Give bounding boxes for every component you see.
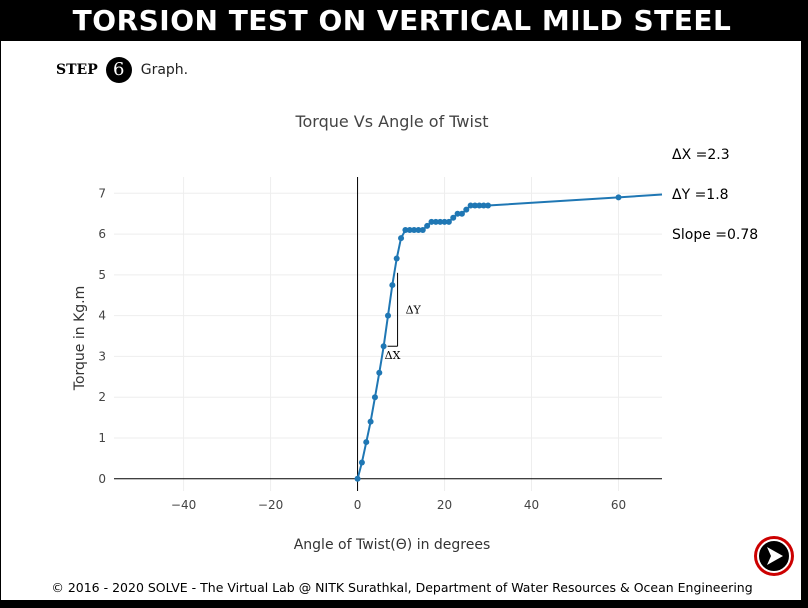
data-point bbox=[411, 227, 418, 234]
data-point bbox=[428, 218, 435, 225]
step-description: Graph. bbox=[140, 62, 189, 78]
data-point bbox=[367, 418, 374, 425]
step-label: STEP bbox=[56, 62, 98, 78]
y-tick-label: 4 bbox=[98, 309, 106, 323]
play-arrow-icon bbox=[754, 536, 794, 576]
data-point bbox=[354, 475, 361, 482]
next-button[interactable] bbox=[753, 535, 795, 577]
delta-y-readout: ΔY =1.8 bbox=[672, 187, 729, 203]
data-point bbox=[615, 194, 622, 201]
x-tick-label: 40 bbox=[524, 498, 539, 512]
data-point bbox=[437, 218, 444, 225]
x-tick-label: 60 bbox=[611, 498, 626, 512]
data-point bbox=[463, 206, 470, 213]
x-tick-label: 20 bbox=[437, 498, 452, 512]
data-point bbox=[358, 459, 365, 466]
data-point bbox=[467, 202, 474, 209]
data-point bbox=[371, 394, 378, 401]
data-point bbox=[363, 439, 370, 446]
page-title: TORSION TEST ON VERTICAL MILD STEEL bbox=[1, 1, 803, 41]
data-point bbox=[454, 210, 461, 217]
data-point bbox=[432, 218, 439, 225]
x-tick-label: −40 bbox=[171, 498, 196, 512]
chart-grid bbox=[114, 177, 662, 491]
y-tick-label: 1 bbox=[98, 431, 106, 445]
data-point bbox=[393, 255, 400, 262]
y-tick-label: 6 bbox=[98, 227, 106, 241]
slope-readout: Slope =0.78 bbox=[672, 227, 759, 243]
delta-y-label: ΔY bbox=[406, 304, 422, 317]
data-point bbox=[376, 369, 383, 376]
data-point bbox=[419, 227, 426, 234]
data-point bbox=[445, 218, 452, 225]
data-point bbox=[458, 210, 465, 217]
y-tick-label: 3 bbox=[98, 349, 106, 363]
y-tick-label: 5 bbox=[98, 268, 106, 282]
chart-title: Torque Vs Angle of Twist bbox=[294, 112, 488, 131]
chart-axes bbox=[114, 177, 662, 491]
y-axis-label: Torque in Kg.m bbox=[72, 286, 88, 391]
delta-x-readout: ΔX =2.3 bbox=[672, 147, 730, 163]
y-tick-label: 7 bbox=[98, 186, 106, 200]
data-point bbox=[380, 343, 387, 350]
step-number-badge: 6 bbox=[105, 57, 132, 83]
chart-ticks: −40 −20 0 20 40 60 0 1 2 3 4 5 6 7 bbox=[98, 186, 626, 512]
chart-series bbox=[354, 193, 663, 482]
x-axis-label: Angle of Twist(Θ) in degrees bbox=[294, 537, 491, 553]
step-indicator: STEP 6 Graph. bbox=[56, 56, 188, 84]
data-point bbox=[476, 202, 483, 209]
y-tick-label: 2 bbox=[98, 390, 106, 404]
data-point bbox=[406, 227, 413, 234]
y-tick-label: 0 bbox=[98, 472, 106, 486]
x-tick-label: −20 bbox=[258, 498, 283, 512]
data-point bbox=[402, 227, 409, 234]
data-point bbox=[471, 202, 478, 209]
x-tick-label: 0 bbox=[354, 498, 362, 512]
slope-triangle: ΔX ΔY bbox=[385, 272, 422, 362]
data-point bbox=[485, 202, 492, 209]
data-point bbox=[450, 214, 457, 221]
torque-chart: −40 −20 0 20 40 60 0 1 2 3 4 5 6 7 ΔX ΔY Torque Vs Ang… bbox=[72, 112, 663, 553]
data-point bbox=[424, 222, 431, 229]
delta-x-label: ΔX bbox=[385, 349, 401, 362]
data-point bbox=[385, 312, 391, 319]
data-point bbox=[415, 227, 422, 234]
data-point bbox=[398, 235, 405, 242]
data-point bbox=[389, 282, 396, 289]
data-point bbox=[480, 202, 487, 209]
data-point bbox=[441, 218, 448, 225]
footer-copyright: © 2016 - 2020 SOLVE - The Virtual Lab @ … bbox=[51, 580, 753, 595]
